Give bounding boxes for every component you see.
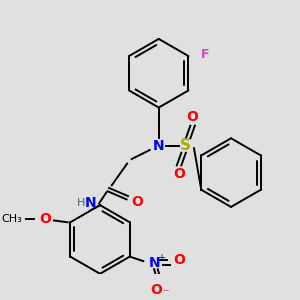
- Text: N: N: [148, 256, 160, 270]
- Text: S: S: [180, 138, 191, 153]
- Text: N: N: [84, 196, 96, 210]
- Text: O: O: [131, 194, 143, 208]
- Text: O: O: [39, 212, 51, 226]
- Text: O: O: [173, 253, 185, 267]
- Text: CH₃: CH₃: [1, 214, 22, 224]
- Text: +: +: [158, 253, 165, 262]
- Text: O: O: [174, 167, 185, 182]
- Text: O: O: [186, 110, 198, 124]
- Text: O: O: [150, 283, 162, 297]
- Text: F: F: [200, 48, 209, 61]
- Text: ⁻: ⁻: [162, 287, 168, 300]
- Text: H: H: [77, 198, 85, 208]
- Text: N: N: [153, 139, 165, 152]
